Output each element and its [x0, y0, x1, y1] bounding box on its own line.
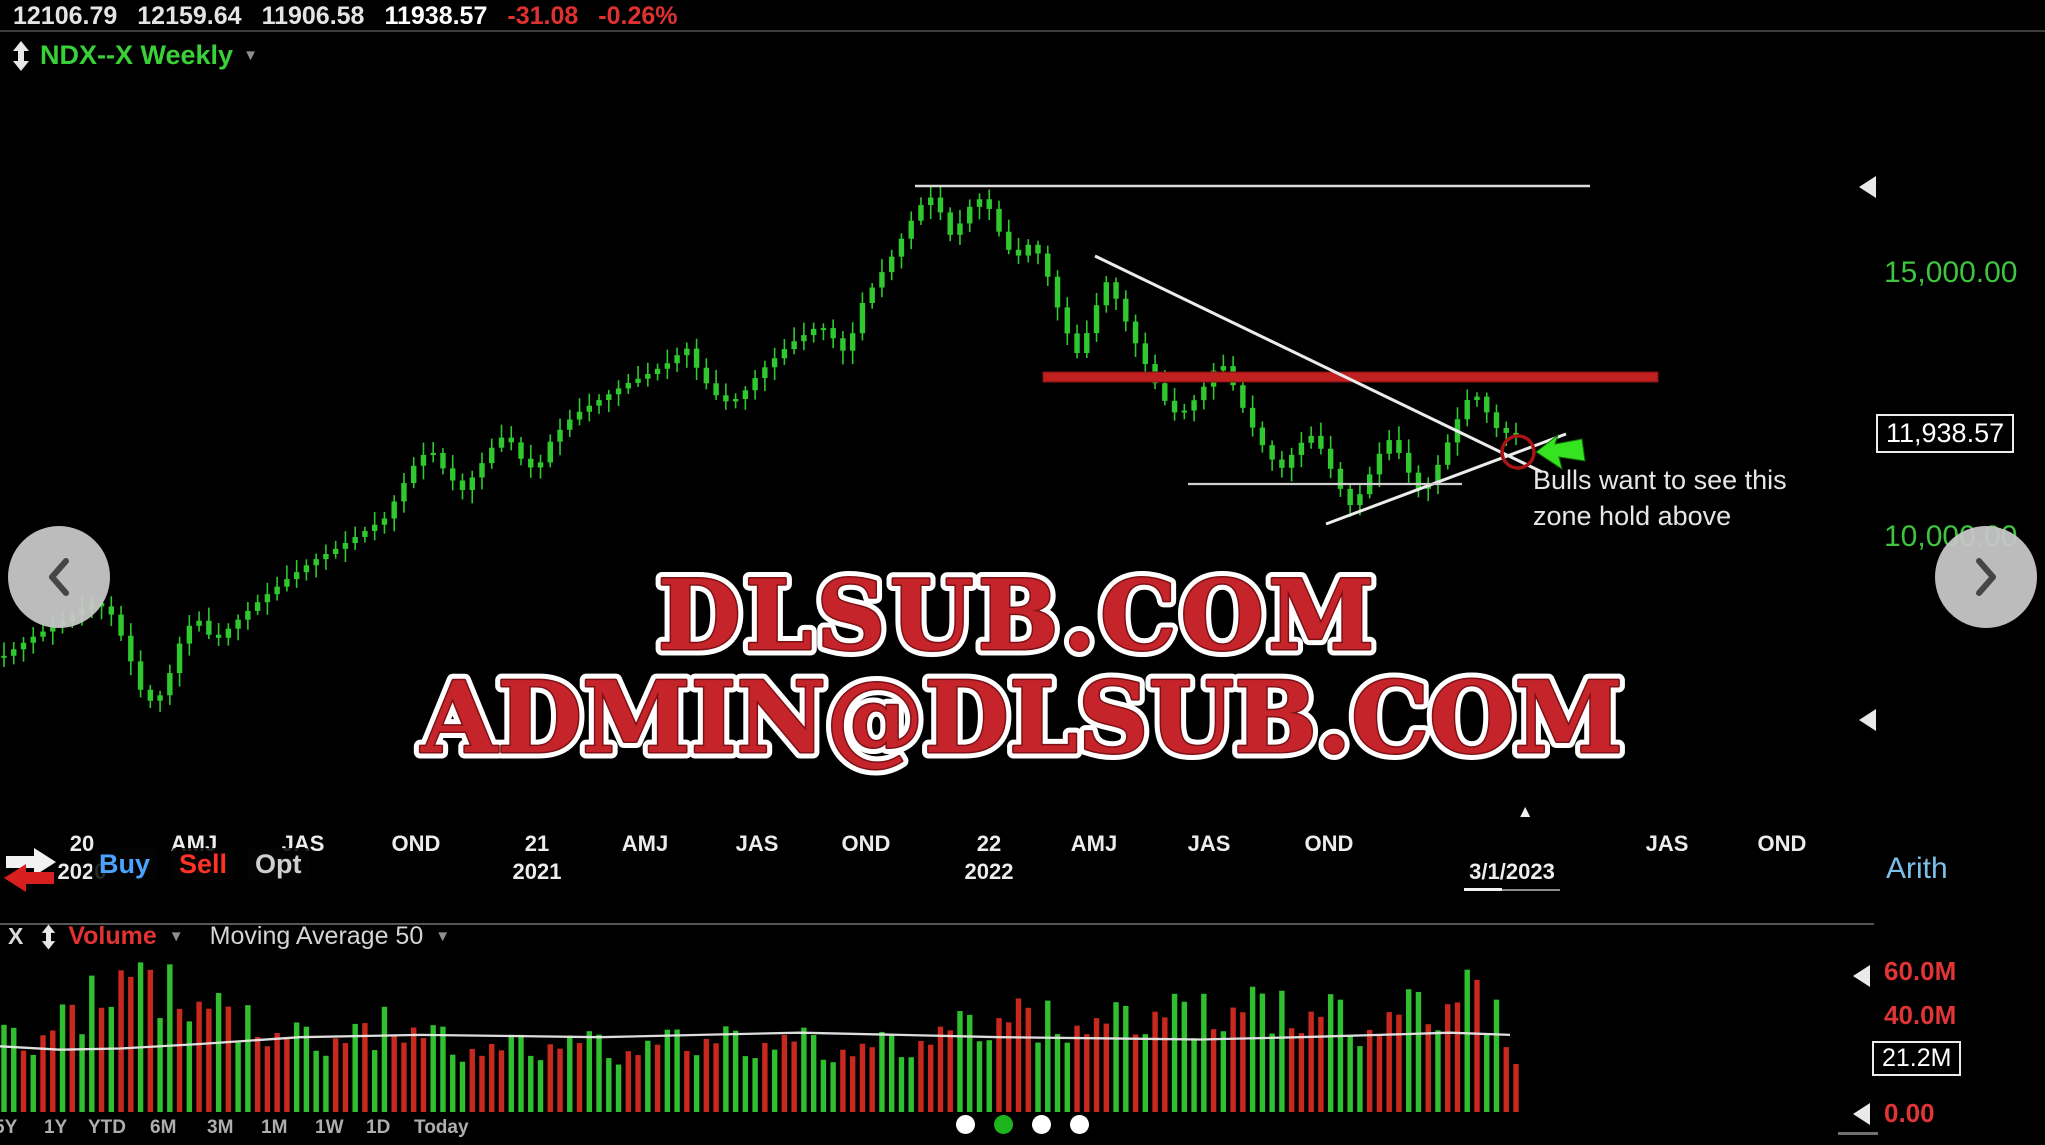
- timeframe-ytd[interactable]: YTD: [88, 1117, 126, 1138]
- chevron-down-icon[interactable]: ▼: [435, 928, 451, 945]
- volume-bars: [1, 962, 1519, 1112]
- green-arrow-icon: [1535, 433, 1586, 471]
- watermark-line2: ADMIN@DLSUB.COM: [420, 661, 1623, 776]
- volume-indicator-label[interactable]: Volume: [68, 922, 157, 950]
- x-axis-tick: OND: [841, 831, 891, 856]
- marker-triangle-icon: ▲: [1516, 802, 1534, 821]
- sell-button[interactable]: Sell: [172, 848, 235, 881]
- watermark-line1: DLSUB.COM: [658, 559, 1379, 672]
- axis-marker-icon: [1853, 1103, 1870, 1125]
- high-value: 12159.64: [137, 2, 242, 30]
- timeframe-1m[interactable]: 1M: [261, 1117, 288, 1138]
- watermark: DLSUB.COM DLSUB.COM ADMIN@DLSUB.COM ADMI…: [414, 553, 1630, 783]
- timeframe-1w[interactable]: 1W: [315, 1117, 344, 1138]
- volume-pane-header: X Volume ▼ Moving Average 50 ▼: [8, 922, 450, 951]
- last-price-value: 11938.57: [384, 2, 488, 30]
- x-axis-tick: 21 2021: [512, 831, 562, 884]
- close-pane-button[interactable]: X: [8, 923, 24, 949]
- bottom-right-divider: [1838, 1132, 1878, 1135]
- annotation-note-line1: Bulls want to see this: [1533, 465, 1787, 495]
- ma50-overlay-label[interactable]: Moving Average 50: [209, 922, 424, 950]
- x-axis-tick: JAS: [1645, 831, 1689, 856]
- moving-average-line: [0, 1031, 1511, 1051]
- symbol-selector[interactable]: NDX--X Weekly ▼: [12, 40, 258, 71]
- pane-divider: [0, 923, 1874, 925]
- timeframe-1y[interactable]: 1Y: [44, 1117, 68, 1138]
- volume-axis-tick-40m: 40.0M: [1884, 1000, 1957, 1030]
- x-axis-tick: AMJ: [621, 831, 669, 856]
- drawn-annotations: [915, 184, 1659, 526]
- x-axis-tick: 22 2022: [964, 831, 1014, 884]
- x-axis-tick: OND: [1304, 831, 1354, 856]
- open-value: 12106.79: [13, 2, 118, 30]
- scale-toggle-arith[interactable]: Arith: [1886, 852, 1948, 885]
- change-value: -31.08: [507, 2, 579, 30]
- timeframe-5y[interactable]: 5Y: [0, 1117, 18, 1138]
- chevron-down-icon[interactable]: ▼: [243, 47, 258, 64]
- low-value: 11906.58: [261, 2, 365, 30]
- axis-marker-icon: [1859, 176, 1876, 198]
- ascending-trendline: [1325, 432, 1567, 526]
- chevron-down-icon[interactable]: ▼: [168, 928, 184, 945]
- prev-chart-button[interactable]: [8, 526, 110, 628]
- x-axis-tick: AMJ: [1070, 831, 1118, 856]
- axis-marker-icon: [1859, 709, 1876, 731]
- x-axis-tick: OND: [391, 831, 441, 856]
- carousel-dot-2[interactable]: [994, 1115, 1013, 1134]
- date-marker[interactable]: 3/1/2023 ▲: [1464, 802, 1560, 891]
- candlestick-series: [1, 185, 1519, 712]
- next-chart-button[interactable]: [1935, 526, 2037, 628]
- quote-summary-bar: 12106.79 12159.64 11906.58 11938.57 -31.…: [13, 2, 677, 31]
- carousel-dot-1[interactable]: [956, 1115, 975, 1134]
- buy-button[interactable]: Buy: [92, 848, 158, 881]
- watermark-line2-front: ADMIN@DLSUB.COM: [420, 661, 1623, 776]
- chevron-right-icon: [1976, 558, 1996, 596]
- current-price-box: 11,938.57: [1876, 414, 2015, 453]
- chevron-left-icon: [49, 558, 69, 596]
- timeframe-3m[interactable]: 3M: [207, 1117, 234, 1138]
- header-divider: [0, 30, 2045, 32]
- carousel-dot-4[interactable]: [1070, 1115, 1089, 1134]
- current-volume-box: 21.2M: [1872, 1041, 1962, 1076]
- red-zone-line: [1042, 371, 1659, 383]
- x-axis-tick: OND: [1757, 831, 1807, 856]
- symbol-label[interactable]: NDX--X Weekly: [40, 40, 234, 70]
- timeframe-6m[interactable]: 6M: [150, 1117, 177, 1138]
- order-swap-icon[interactable]: [0, 842, 60, 894]
- annotation-note: Bulls want to see this zone hold above: [1533, 462, 1787, 534]
- watermark-line1-front: DLSUB.COM: [658, 559, 1379, 672]
- volume-axis-zero: 0.00: [1884, 1098, 1935, 1128]
- price-axis-tick-15000: 15,000.00: [1884, 256, 2018, 289]
- highlight-circle: [1500, 434, 1536, 470]
- options-button[interactable]: Opt: [248, 848, 309, 881]
- x-axis-tick: JAS: [1187, 831, 1231, 856]
- carousel-dot-3[interactable]: [1032, 1115, 1051, 1134]
- annotation-note-line2: zone hold above: [1533, 501, 1732, 531]
- timeframe-today[interactable]: Today: [414, 1117, 469, 1138]
- drag-updown-icon[interactable]: [12, 40, 30, 71]
- drag-updown-icon[interactable]: [41, 924, 56, 950]
- change-percent-value: -0.26%: [598, 2, 678, 30]
- descending-trendline: [1094, 254, 1543, 474]
- timeframe-1d[interactable]: 1D: [366, 1117, 391, 1138]
- volume-axis-tick-60m: 60.0M: [1884, 956, 1957, 986]
- axis-marker-icon: [1853, 965, 1870, 987]
- x-axis-tick: JAS: [735, 831, 779, 856]
